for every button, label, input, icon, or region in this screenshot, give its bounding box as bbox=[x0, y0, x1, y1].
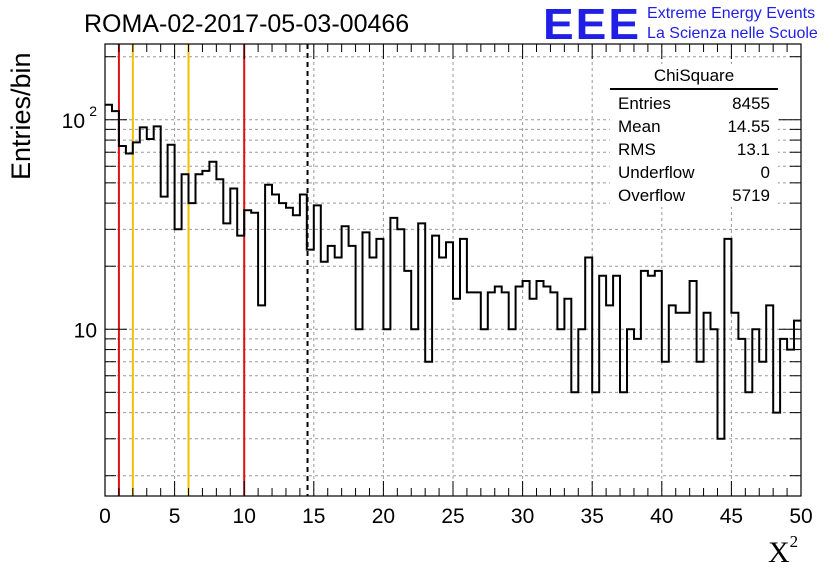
x-axis-label-superscript: 2 bbox=[789, 532, 799, 551]
stats-label: Overflow bbox=[618, 186, 686, 205]
logo-mark: EEE bbox=[543, 0, 642, 49]
stats-label: Mean bbox=[618, 117, 661, 136]
stats-value: 0 bbox=[760, 163, 770, 182]
x-tick-label: 25 bbox=[441, 505, 464, 528]
x-tick-label: 10 bbox=[233, 505, 256, 528]
stats-box: ChiSquare Entries 8455 Mean 14.55 RMS 13.1 … bbox=[610, 64, 778, 207]
vertical-marker-lines bbox=[117, 44, 309, 496]
x-axis-label: X2 bbox=[768, 532, 798, 570]
stats-value: 13.1 bbox=[736, 140, 770, 159]
x-axis-label-base: X bbox=[768, 536, 790, 569]
x-tick-label: 30 bbox=[511, 505, 534, 528]
x-tick-label: 0 bbox=[99, 505, 111, 528]
stats-label: RMS bbox=[618, 140, 656, 159]
stats-row-overflow: Overflow 5719 bbox=[610, 184, 778, 207]
y-tick-label-exponent: 2 bbox=[89, 103, 97, 119]
logo-caption-line2: La Scienza nelle Scuole bbox=[647, 25, 818, 42]
y-tick-label: 10 bbox=[62, 110, 85, 133]
eee-logo: EEE Extreme Energy Events La Scienza nel… bbox=[543, 2, 818, 46]
histogram-step-line bbox=[105, 103, 801, 440]
run-title: ROMA-02-2017-05-03-00466 bbox=[84, 10, 410, 38]
stats-row-underflow: Underflow 0 bbox=[610, 161, 778, 184]
x-tick-label: 40 bbox=[650, 505, 673, 528]
stats-title: ChiSquare bbox=[610, 64, 778, 90]
stats-label: Underflow bbox=[618, 163, 695, 182]
logo-caption-line1: Extreme Energy Events bbox=[647, 5, 816, 22]
stats-row-rms: RMS 13.1 bbox=[610, 138, 778, 161]
stats-value: 14.55 bbox=[727, 117, 770, 136]
x-tick-label: 35 bbox=[581, 505, 604, 528]
x-tick-label: 20 bbox=[372, 505, 395, 528]
stats-value: 8455 bbox=[732, 94, 770, 113]
stats-row-mean: Mean 14.55 bbox=[610, 115, 778, 138]
stats-label: Entries bbox=[618, 94, 671, 113]
x-tick-label: 15 bbox=[302, 505, 325, 528]
histogram-series bbox=[105, 103, 801, 440]
x-tick-label: 50 bbox=[789, 505, 812, 528]
stats-row-entries: Entries 8455 bbox=[610, 92, 778, 115]
x-tick-label: 45 bbox=[720, 505, 743, 528]
stats-value: 5719 bbox=[732, 186, 770, 205]
y-tick-label: 10 bbox=[74, 319, 97, 342]
logo-caption: Extreme Energy Events La Scienza nelle S… bbox=[647, 4, 818, 44]
x-tick-label: 5 bbox=[169, 505, 181, 528]
y-axis-label: Entries/bin bbox=[6, 52, 36, 180]
